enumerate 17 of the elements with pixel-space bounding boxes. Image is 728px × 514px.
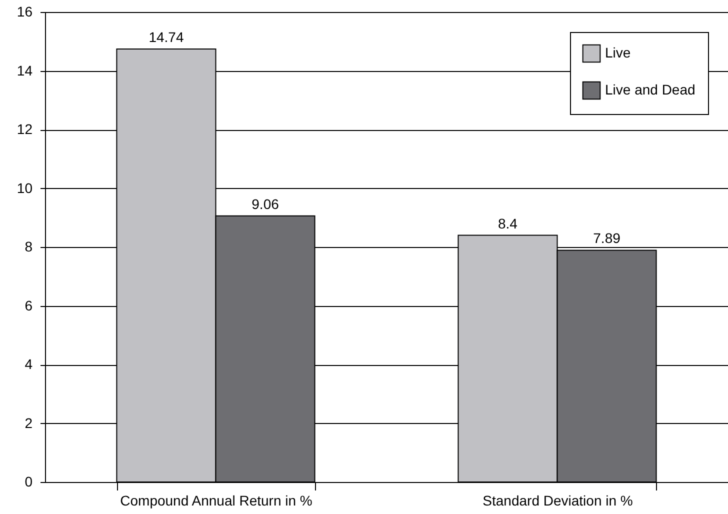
y-tick-label: 6: [24, 297, 33, 314]
x-tick-label: Compound Annual Return in %: [120, 492, 312, 508]
x-tick-label: Standard Deviation in %: [482, 492, 633, 508]
y-tick-label: 14: [16, 62, 33, 78]
y-tick-label: 10: [16, 180, 33, 196]
data-label: 7.89: [593, 230, 621, 246]
legend-label: Live: [605, 44, 631, 60]
y-tick-label: 4: [24, 356, 33, 372]
data-label: 9.06: [252, 196, 280, 212]
data-label: 14.74: [148, 29, 184, 46]
y-tick-label: 2: [24, 414, 33, 431]
y-tick-label: 16: [16, 4, 33, 20]
y-tick-label: 12: [16, 121, 33, 137]
data-label: 8.4: [498, 215, 518, 232]
y-tick-label: 0: [24, 474, 33, 490]
y-tick-label: 8: [24, 238, 33, 254]
legend-label: Live and Dead: [605, 82, 696, 98]
